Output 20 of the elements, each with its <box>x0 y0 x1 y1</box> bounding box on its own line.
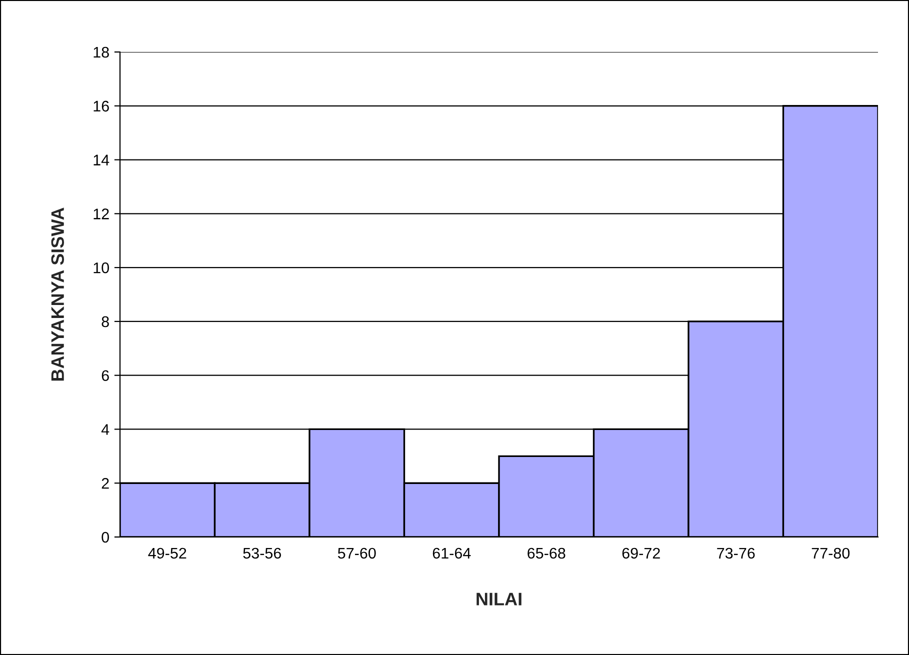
y-tick-label: 4 <box>101 424 110 435</box>
y-tick-label: 14 <box>94 154 110 166</box>
x-tick-label: 65-68 <box>528 548 566 559</box>
y-tick-label: 0 <box>102 532 109 543</box>
x-tick-label: 77-80 <box>812 548 850 559</box>
y-tick-label: 16 <box>94 100 109 112</box>
x-tick-label: 73-76 <box>717 548 755 559</box>
y-tick-label: 2 <box>102 478 109 489</box>
y-tick-label: 12 <box>94 208 109 220</box>
x-tick-label: 57-60 <box>338 548 376 559</box>
y-tick-label: 18 <box>94 46 109 58</box>
x-tick-label: 69-72 <box>622 548 660 559</box>
y-tick-label: 10 <box>94 262 109 274</box>
y-tick-label: 6 <box>102 370 109 382</box>
x-axis-title: NILAI <box>476 592 522 606</box>
x-tick-label: 53-56 <box>243 548 281 559</box>
y-axis-title: BANYAKNYA SISWA <box>51 208 64 381</box>
x-tick-label: 49-52 <box>148 548 186 559</box>
x-tick-label: 61-64 <box>432 548 471 559</box>
y-tick-label: 8 <box>102 316 109 328</box>
